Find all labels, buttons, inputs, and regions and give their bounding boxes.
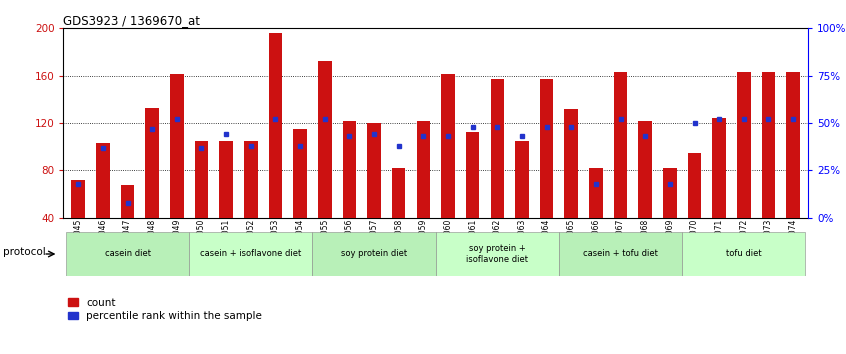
- Bar: [294, 129, 307, 218]
- Bar: [436, 232, 559, 276]
- Bar: [146, 108, 159, 218]
- Bar: [170, 74, 184, 218]
- Text: casein diet: casein diet: [105, 250, 151, 258]
- Legend: count, percentile rank within the sample: count, percentile rank within the sample: [63, 294, 266, 325]
- Bar: [343, 121, 356, 218]
- Bar: [312, 232, 436, 276]
- Bar: [688, 153, 701, 218]
- Bar: [416, 121, 430, 218]
- Bar: [761, 72, 775, 218]
- Text: soy protein diet: soy protein diet: [341, 250, 407, 258]
- Bar: [466, 132, 480, 218]
- Bar: [190, 232, 312, 276]
- Bar: [392, 168, 405, 218]
- Bar: [540, 79, 553, 218]
- Bar: [367, 123, 381, 218]
- Bar: [219, 141, 233, 218]
- Bar: [195, 141, 208, 218]
- Bar: [71, 180, 85, 218]
- Text: casein + tofu diet: casein + tofu diet: [583, 250, 658, 258]
- Text: soy protein +
isoflavone diet: soy protein + isoflavone diet: [466, 244, 528, 264]
- Bar: [682, 232, 805, 276]
- Bar: [96, 143, 110, 218]
- Bar: [66, 232, 190, 276]
- Text: protocol: protocol: [3, 247, 46, 257]
- Bar: [244, 141, 257, 218]
- Bar: [589, 168, 602, 218]
- Text: casein + isoflavone diet: casein + isoflavone diet: [201, 250, 301, 258]
- Text: tofu diet: tofu diet: [726, 250, 761, 258]
- Bar: [121, 184, 135, 218]
- Bar: [639, 121, 652, 218]
- Bar: [491, 79, 504, 218]
- Text: GDS3923 / 1369670_at: GDS3923 / 1369670_at: [63, 14, 201, 27]
- Bar: [737, 72, 750, 218]
- Bar: [559, 232, 682, 276]
- Bar: [614, 72, 628, 218]
- Bar: [787, 72, 800, 218]
- Bar: [515, 141, 529, 218]
- Bar: [712, 118, 726, 218]
- Bar: [564, 109, 578, 218]
- Bar: [269, 33, 283, 218]
- Bar: [663, 168, 677, 218]
- Bar: [442, 74, 455, 218]
- Bar: [318, 62, 332, 218]
